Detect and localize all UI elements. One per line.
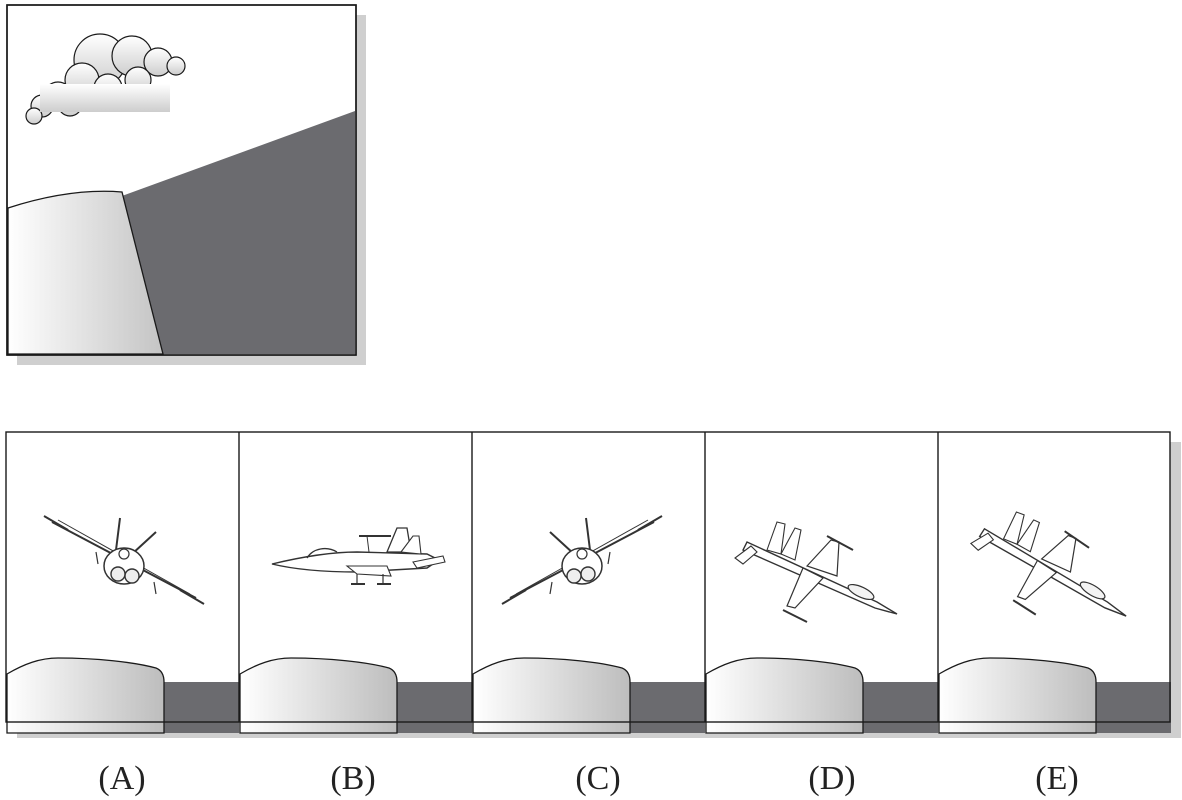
option-d-label[interactable]: (D) [808,760,856,797]
option-c-label[interactable]: (C) [575,760,621,797]
question-panel [6,4,366,365]
option-a-label[interactable]: (A) [98,760,146,797]
options-strip [5,431,1181,738]
cloud-icon [25,33,186,125]
option-e-label[interactable]: (E) [1035,760,1079,797]
option-b-label[interactable]: (B) [330,760,376,797]
dark-slope [122,111,355,354]
pillar-icon [7,190,164,355]
